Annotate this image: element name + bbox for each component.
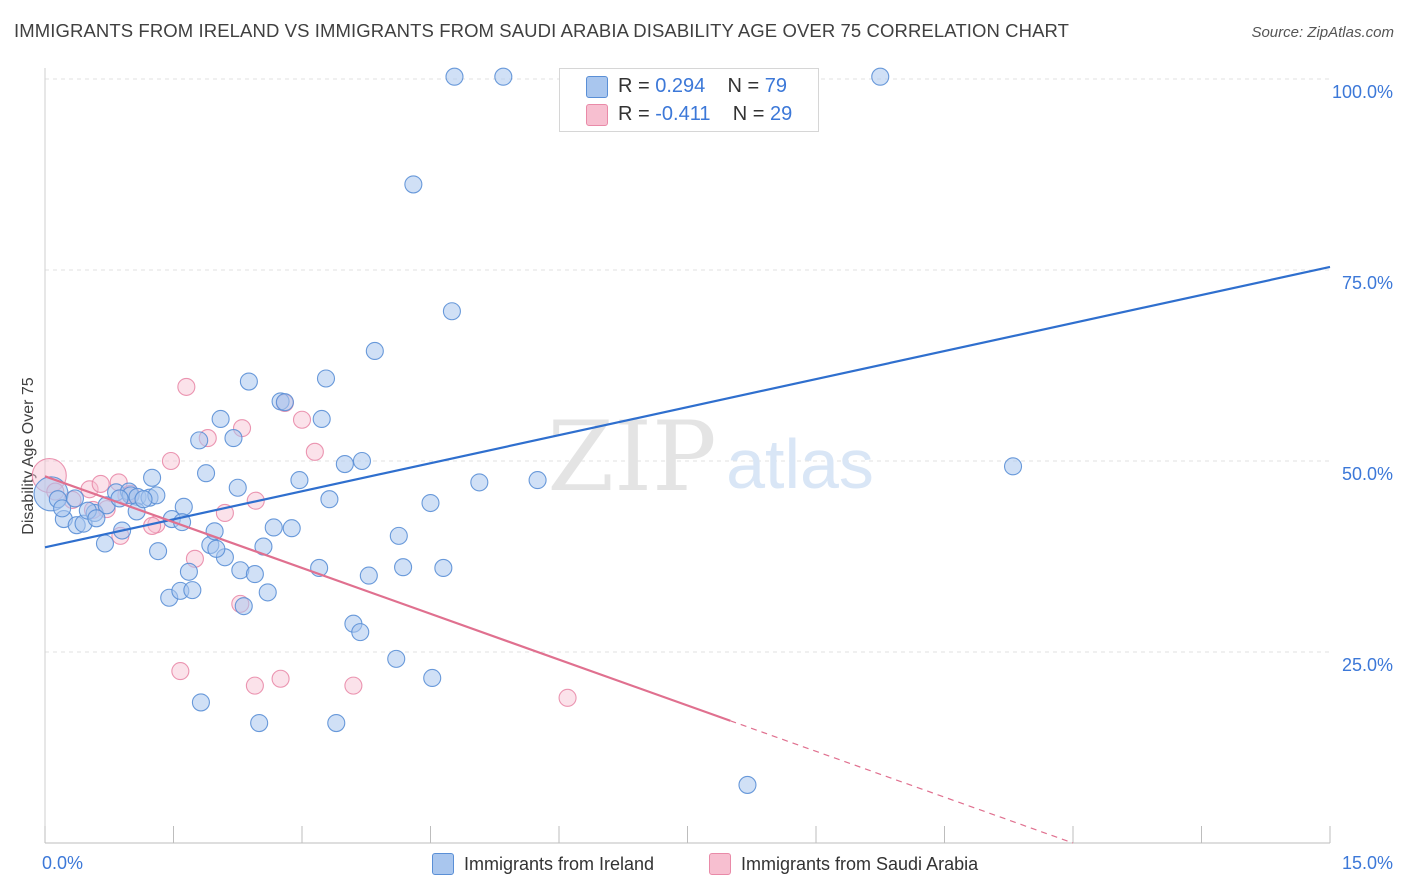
legend-r-value-ireland: 0.294 (655, 75, 706, 97)
point-ireland-28 (197, 464, 216, 483)
point-saudi-24 (558, 688, 577, 707)
point-ireland-56 (387, 649, 406, 668)
data-points (31, 67, 1023, 794)
point-saudi-12 (177, 377, 196, 396)
bottom-legend-swatch-saudi (709, 853, 731, 875)
point-ireland-54 (359, 566, 378, 585)
trend-line-saudi (44, 475, 731, 722)
point-ireland-66 (528, 471, 547, 490)
y-tick-label-3: 100.0% (1332, 82, 1393, 102)
point-ireland-27 (190, 431, 209, 450)
y-tick-label-2: 75.0% (1342, 273, 1393, 293)
legend-n-label: N = (727, 75, 760, 97)
point-ireland-4 (65, 489, 85, 508)
point-ireland-34 (228, 478, 247, 497)
point-ireland-52 (351, 623, 370, 642)
point-saudi-19 (271, 669, 290, 688)
point-ireland-40 (258, 583, 277, 602)
watermark-atlas: atlas (726, 425, 874, 503)
point-ireland-53 (352, 451, 372, 471)
legend-r-label: R = (618, 75, 650, 97)
point-ireland-67 (404, 175, 423, 194)
bottom-legend-label-saudi: Immigrants from Saudi Arabia (741, 854, 979, 874)
point-ireland-3 (53, 499, 72, 518)
bottom-legend-label-ireland: Immigrants from Ireland (464, 854, 655, 874)
point-ireland-48 (316, 369, 336, 388)
point-ireland-33 (224, 429, 243, 448)
x-tick-label-1: 15.0% (1342, 853, 1393, 873)
legend-n-value-ireland: 79 (764, 75, 788, 97)
point-ireland-71 (191, 693, 210, 712)
legend-r-label: R = (618, 103, 650, 125)
point-saudi-21 (292, 410, 312, 429)
point-ireland-49 (320, 490, 339, 509)
trend-lines (44, 265, 1331, 844)
chart-title: IMMIGRANTS FROM IRELAND VS IMMIGRANTS FR… (14, 20, 1070, 41)
x-tick-label-0: 0.0% (42, 853, 83, 873)
point-saudi-5 (91, 474, 110, 493)
point-ireland-45 (290, 471, 309, 490)
legend-swatch-ireland (586, 76, 608, 98)
trend-line-saudi-extrapolated (730, 720, 1074, 844)
point-ireland-63 (423, 668, 442, 688)
point-ireland-31 (211, 409, 230, 429)
point-ireland-43 (275, 393, 294, 412)
point-ireland-60 (434, 558, 453, 578)
point-ireland-55 (365, 341, 384, 361)
legend-r-value-saudi: -0.411 (655, 103, 711, 125)
point-saudi-11 (161, 451, 180, 471)
point-ireland-50 (335, 455, 354, 474)
point-ireland-72 (250, 714, 269, 733)
point-ireland-11 (95, 534, 115, 553)
point-saudi-25 (171, 662, 190, 681)
point-ireland-77 (87, 509, 106, 528)
point-ireland-65 (470, 473, 489, 492)
point-ireland-62 (445, 67, 464, 86)
point-ireland-78 (134, 490, 153, 509)
point-ireland-73 (327, 714, 346, 733)
point-ireland-47 (312, 409, 331, 429)
point-ireland-37 (239, 372, 258, 391)
point-ireland-76 (207, 539, 226, 558)
legend-n-value-saudi: 29 (769, 103, 793, 125)
point-ireland-41 (264, 518, 283, 537)
point-ireland-58 (394, 558, 413, 577)
watermark: ZIP atlas (547, 401, 874, 513)
point-ireland-38 (245, 565, 264, 584)
point-ireland-36 (234, 597, 253, 616)
legend-swatch-saudi (586, 104, 608, 126)
legend-box: R = 0.294 N = 79 R = -0.411 N = 29 (559, 68, 819, 132)
trend-line-ireland (44, 265, 1331, 549)
point-ireland-69 (1003, 457, 1023, 476)
y-tick-label-1: 50.0% (1342, 464, 1393, 484)
point-ireland-64 (494, 67, 513, 86)
bottom-legend-swatch-ireland (432, 853, 454, 875)
watermark-zip: ZIP (547, 401, 716, 513)
point-ireland-70 (738, 775, 757, 794)
y-tick-label-0: 25.0% (1342, 655, 1393, 675)
point-ireland-26 (183, 581, 202, 600)
point-ireland-15 (110, 489, 129, 508)
point-ireland-21 (174, 497, 193, 516)
point-ireland-68 (871, 67, 890, 86)
point-ireland-59 (421, 493, 440, 513)
point-saudi-22 (305, 442, 324, 461)
axes (44, 68, 1331, 844)
point-ireland-22 (149, 542, 168, 561)
point-ireland-44 (282, 519, 301, 538)
tick-labels: 25.0% 50.0% 75.0% 100.0% 0.0% 15.0% (42, 82, 1393, 873)
source-label: Source: ZipAtlas.com (1251, 24, 1394, 41)
point-saudi-26 (245, 676, 264, 695)
point-ireland-19 (143, 468, 162, 487)
point-saudi-23 (344, 676, 363, 695)
legend-n-label: N = (732, 103, 765, 125)
point-ireland-25 (179, 562, 198, 581)
point-ireland-57 (389, 526, 408, 545)
point-ireland-61 (442, 302, 461, 321)
